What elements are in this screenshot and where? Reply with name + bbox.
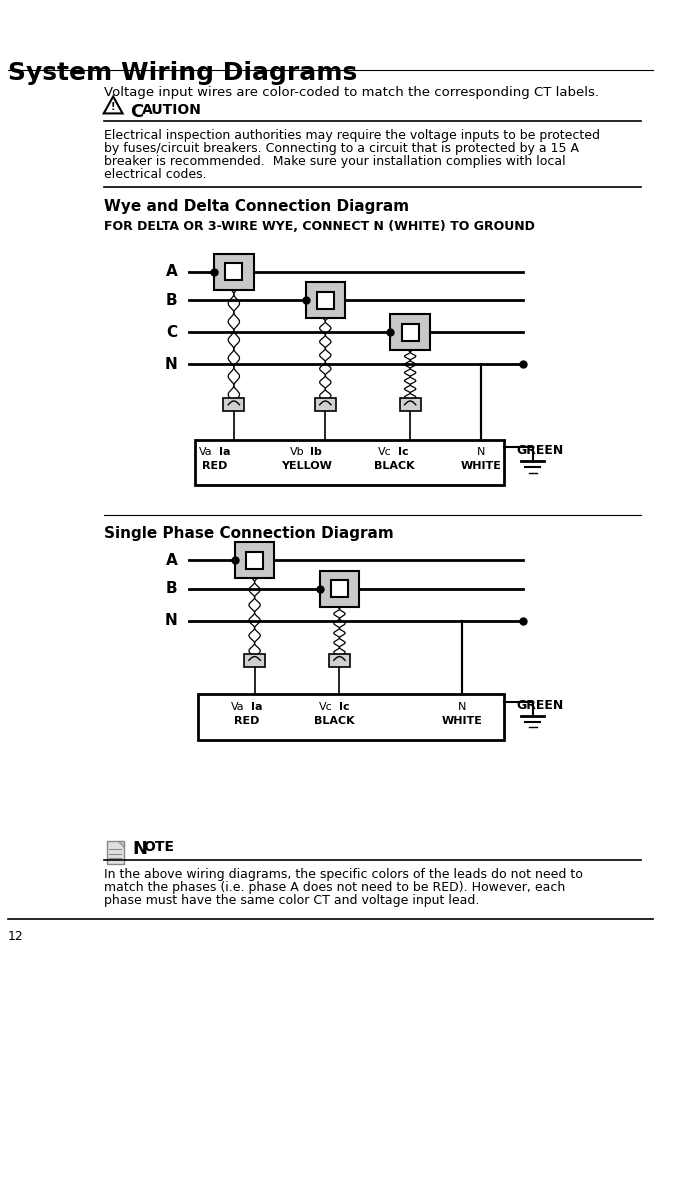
- Bar: [317, 291, 334, 308]
- Text: Voltage input wires are color-coded to match the corresponding CT labels.: Voltage input wires are color-coded to m…: [104, 86, 598, 100]
- Text: C: C: [130, 103, 143, 121]
- Text: Ia: Ia: [218, 447, 230, 457]
- Text: N: N: [132, 840, 147, 858]
- Text: Ic: Ic: [339, 701, 349, 712]
- Text: N: N: [164, 613, 177, 628]
- Text: Single Phase Connection Diagram: Single Phase Connection Diagram: [104, 526, 393, 542]
- Bar: [198, 694, 505, 740]
- Text: OTE: OTE: [144, 840, 174, 855]
- Text: B: B: [166, 293, 177, 308]
- Text: Ib: Ib: [310, 447, 322, 457]
- Text: RED: RED: [234, 716, 260, 725]
- Bar: [225, 264, 242, 281]
- Text: GREEN: GREEN: [517, 699, 564, 712]
- Text: Vc: Vc: [318, 701, 332, 712]
- Text: Wye and Delta Connection Diagram: Wye and Delta Connection Diagram: [104, 199, 409, 215]
- Text: A: A: [165, 553, 177, 568]
- Text: B: B: [166, 582, 177, 596]
- Text: BLACK: BLACK: [314, 716, 355, 725]
- Text: N: N: [164, 357, 177, 372]
- Bar: [106, 842, 123, 864]
- Text: RED: RED: [202, 462, 228, 471]
- Bar: [234, 542, 274, 578]
- Polygon shape: [118, 842, 123, 846]
- Text: electrical codes.: electrical codes.: [104, 168, 206, 181]
- Bar: [315, 398, 336, 411]
- Text: Ia: Ia: [251, 701, 262, 712]
- Bar: [195, 440, 505, 484]
- Text: Vb: Vb: [290, 447, 304, 457]
- Text: Ic: Ic: [398, 447, 409, 457]
- Bar: [402, 324, 419, 341]
- Text: by fuses/circuit breakers. Connecting to a circuit that is protected by a 15 A: by fuses/circuit breakers. Connecting to…: [104, 141, 579, 155]
- Text: breaker is recommended.  Make sure your installation complies with local: breaker is recommended. Make sure your i…: [104, 155, 566, 168]
- Text: phase must have the same color CT and voltage input lead.: phase must have the same color CT and vo…: [104, 894, 479, 908]
- Text: AUTION: AUTION: [141, 103, 202, 118]
- Text: WHITE: WHITE: [461, 462, 501, 471]
- Text: Electrical inspection authorities may require the voltage inputs to be protected: Electrical inspection authorities may re…: [104, 128, 600, 141]
- Text: !: !: [111, 102, 116, 112]
- Bar: [329, 653, 350, 667]
- Bar: [305, 282, 345, 318]
- Bar: [223, 398, 244, 411]
- Text: Va: Va: [231, 701, 244, 712]
- Bar: [331, 580, 348, 597]
- Text: Va: Va: [199, 447, 212, 457]
- Text: match the phases (i.e. phase A does not need to be RED). However, each: match the phases (i.e. phase A does not …: [104, 881, 565, 894]
- Text: Vc: Vc: [378, 447, 391, 457]
- Bar: [214, 254, 253, 290]
- Text: N: N: [458, 701, 466, 712]
- Text: C: C: [166, 325, 177, 339]
- Text: In the above wiring diagrams, the specific colors of the leads do not need to: In the above wiring diagrams, the specif…: [104, 868, 582, 881]
- Bar: [244, 653, 265, 667]
- Bar: [400, 398, 421, 411]
- Text: A: A: [165, 264, 177, 279]
- Text: N: N: [477, 447, 485, 457]
- Bar: [391, 314, 430, 350]
- Text: WHITE: WHITE: [442, 716, 482, 725]
- Text: BLACK: BLACK: [374, 462, 414, 471]
- Bar: [320, 571, 359, 607]
- Text: YELLOW: YELLOW: [281, 462, 332, 471]
- Text: System Wiring Diagrams: System Wiring Diagrams: [8, 61, 357, 85]
- Text: 12: 12: [8, 930, 23, 942]
- Text: FOR DELTA OR 3-WIRE WYE, CONNECT N (WHITE) TO GROUND: FOR DELTA OR 3-WIRE WYE, CONNECT N (WHIT…: [104, 219, 535, 233]
- Bar: [246, 552, 263, 568]
- Text: GREEN: GREEN: [517, 445, 564, 457]
